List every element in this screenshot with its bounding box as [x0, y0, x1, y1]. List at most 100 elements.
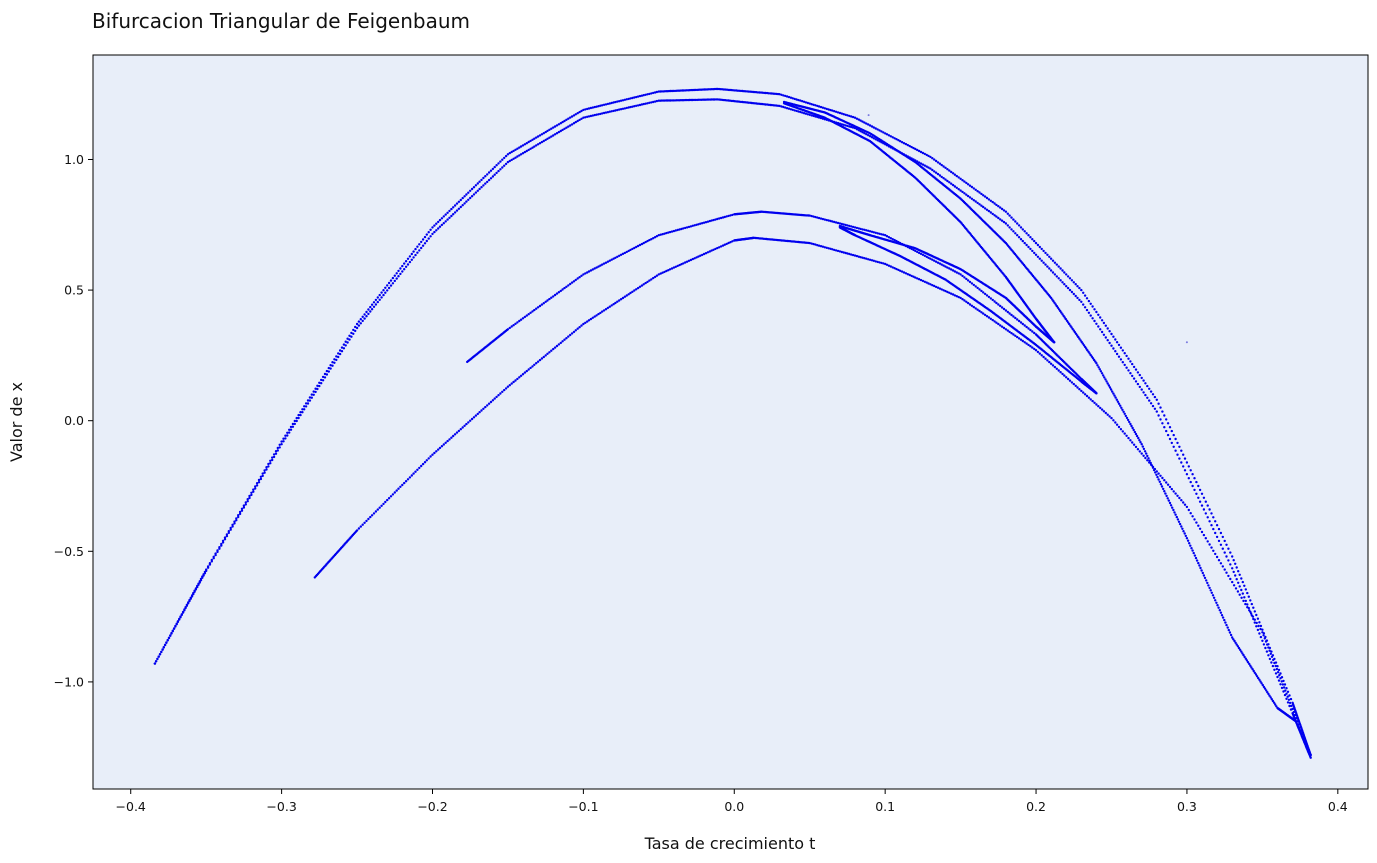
- orbit-dot-s1-4-32: [491, 175, 495, 178]
- orbit-dot-s0-13-26: [1129, 360, 1132, 363]
- orbit-dot-s1-0-9: [165, 641, 168, 644]
- y-tick-label-3: 0.5: [64, 283, 84, 298]
- orbit-dot-s6-2-19: [618, 254, 621, 257]
- orbit-dot-s1-6-26: [631, 105, 634, 108]
- orbit-dot-s5-10-4: [966, 301, 970, 305]
- orbit-dot-s1-0-23: [183, 609, 186, 612]
- orbit-dot-s5-13-26: [1234, 587, 1238, 590]
- orbit-dot-s1-2-38: [352, 332, 355, 335]
- orbit-dot-s1-1-5: [214, 553, 217, 557]
- orbit-dot-s5-11-37: [1104, 411, 1108, 415]
- orbit-dot-s0-9-15: [806, 101, 809, 105]
- orbit-dot-s6-8-35: [1025, 325, 1028, 329]
- orbit-dot-s6-6-6: [819, 217, 823, 220]
- orbit-dot-s6-3-24: [702, 221, 706, 224]
- orbit-dot-s5-10-17: [991, 318, 994, 322]
- orbit-dot-s0-12-8: [1019, 226, 1023, 229]
- orbit-dot-s2-8-13: [1155, 473, 1158, 476]
- orbit-dot-s0-13-33: [1142, 379, 1145, 382]
- orbit-dot-s1-10-7: [867, 134, 870, 137]
- orbit-dot-s5-1-34: [420, 464, 423, 468]
- orbit-dot-s1-14-26: [1204, 512, 1208, 515]
- orbit-dot-s5-8-9: [825, 246, 828, 249]
- orbit-dot-s2-8-26: [1169, 504, 1173, 507]
- orbit-dot-s6-2-8: [597, 265, 600, 268]
- orbit-dot-s0-15-37: [1286, 690, 1290, 693]
- orbit-dot-s5-1-7: [369, 515, 372, 519]
- orbit-dot-s0-12-30: [1061, 269, 1064, 272]
- orbit-dot-s1-0-22: [181, 611, 185, 614]
- orbit-dot-s0-5-13: [531, 138, 534, 141]
- orbit-dot-s5-1-11: [376, 508, 379, 511]
- orbit-dot-s5-11-2: [1038, 352, 1042, 355]
- orbit-dot-s2-8-19: [1162, 487, 1165, 491]
- orbit-dot-s2-7-14: [1111, 390, 1114, 393]
- orbit-dot-s1-13-18: [1114, 350, 1117, 353]
- orbit-dot-s0-11-36: [997, 205, 1000, 208]
- orbit-dot-s1-11-6: [940, 175, 943, 179]
- orbit-dot-s1-0-20: [179, 616, 182, 619]
- orbit-dot-s0-10-13: [878, 129, 881, 132]
- orbit-dot-s1-5-16: [536, 143, 540, 146]
- orbit-dot-s6-6-34: [872, 231, 875, 234]
- orbit-dot-s1-6-29: [636, 104, 640, 107]
- orbit-dot-s5-10-31: [1017, 337, 1021, 340]
- orbit-dot-s5-4-10: [601, 310, 604, 313]
- orbit-dot-s0-5-38: [578, 110, 581, 114]
- data-point-s6-2: [582, 273, 585, 276]
- orbit-dot-s0-2-19: [316, 384, 319, 387]
- orbit-dot-s5-4-32: [642, 283, 645, 286]
- orbit-dot-s2-7-4: [1099, 370, 1103, 373]
- orbit-dot-s1-3-29: [410, 258, 413, 261]
- orbit-dot-s0-4-13: [455, 202, 459, 205]
- orbit-dot-s1-1-1: [206, 566, 210, 569]
- data-point-s0-13: [1080, 288, 1083, 292]
- orbit-dot-s5-9-8: [899, 269, 902, 272]
- orbit-dot-s6-1-27: [557, 291, 561, 294]
- orbit-dot-s1-3-22: [397, 275, 400, 278]
- orbit-dot-s5-10-2: [963, 299, 966, 302]
- orbit-dot-s0-2-29: [335, 355, 338, 358]
- orbit-dot-s5-5-6: [668, 268, 672, 271]
- orbit-dot-s5-9-15: [912, 275, 915, 278]
- orbit-dot-s0-10-25: [900, 141, 904, 144]
- orbit-dot-s5-1-26: [404, 480, 408, 483]
- orbit-dot-s1-0-29: [190, 595, 194, 598]
- orbit-dot-s6-1-32: [567, 284, 570, 287]
- orbit-dot-s2-7-16: [1113, 394, 1116, 397]
- orbit-dot-s1-0-10: [166, 639, 169, 642]
- orbit-dot-s1-4-25: [478, 187, 481, 191]
- orbit-dot-s5-4-26: [631, 290, 634, 293]
- x-tick-label-1: −0.3: [266, 799, 296, 814]
- orbit-dot-s6-1-8: [521, 317, 525, 320]
- orbit-dot-s5-14-3: [1264, 640, 1268, 643]
- orbit-dot-s6-6-11: [829, 219, 832, 223]
- orbit-dot-s5-14-10: [1273, 661, 1276, 665]
- orbit-dot-s1-15-36: [1285, 697, 1288, 700]
- orbit-dot-s1-0-13: [170, 632, 173, 635]
- orbit-dot-s5-13-23: [1229, 577, 1232, 581]
- orbit-dot-s1-12-25: [1051, 271, 1055, 274]
- orbit-dot-s0-1-23: [248, 494, 251, 498]
- orbit-dot-s5-10-37: [1029, 345, 1032, 348]
- orbit-dot-s6-8-33: [1021, 322, 1024, 326]
- orbit-dot-s0-1-14: [231, 523, 234, 526]
- orbit-dot-s6-2-34: [646, 239, 649, 243]
- orbit-dot-s1-0-5: [160, 650, 163, 654]
- data-point-s1-4: [431, 232, 434, 236]
- orbit-dot-s0-10-8: [868, 124, 872, 127]
- orbit-dot-s6-7-17: [916, 250, 919, 254]
- orbit-dot-s6-6-39: [882, 233, 885, 236]
- orbit-dot-s1-5-34: [570, 123, 574, 126]
- orbit-dot-s5-5-2: [661, 271, 664, 274]
- orbit-dot-s6-1-16: [536, 306, 540, 309]
- orbit-dot-s5-5-16: [687, 259, 691, 262]
- orbit-dot-s1-1-20: [242, 506, 246, 509]
- orbit-dot-s2-6-25: [1078, 337, 1081, 340]
- orbit-dot-s1-13-8: [1095, 322, 1098, 325]
- orbit-dot-s6-8-28: [1012, 315, 1015, 318]
- orbit-dot-s2-10-23: [1257, 676, 1260, 680]
- orbit-dot-s0-5-33: [569, 116, 572, 119]
- orbit-dot-s0-6-3: [587, 107, 591, 110]
- orbit-dot-s2-10-12: [1244, 657, 1248, 660]
